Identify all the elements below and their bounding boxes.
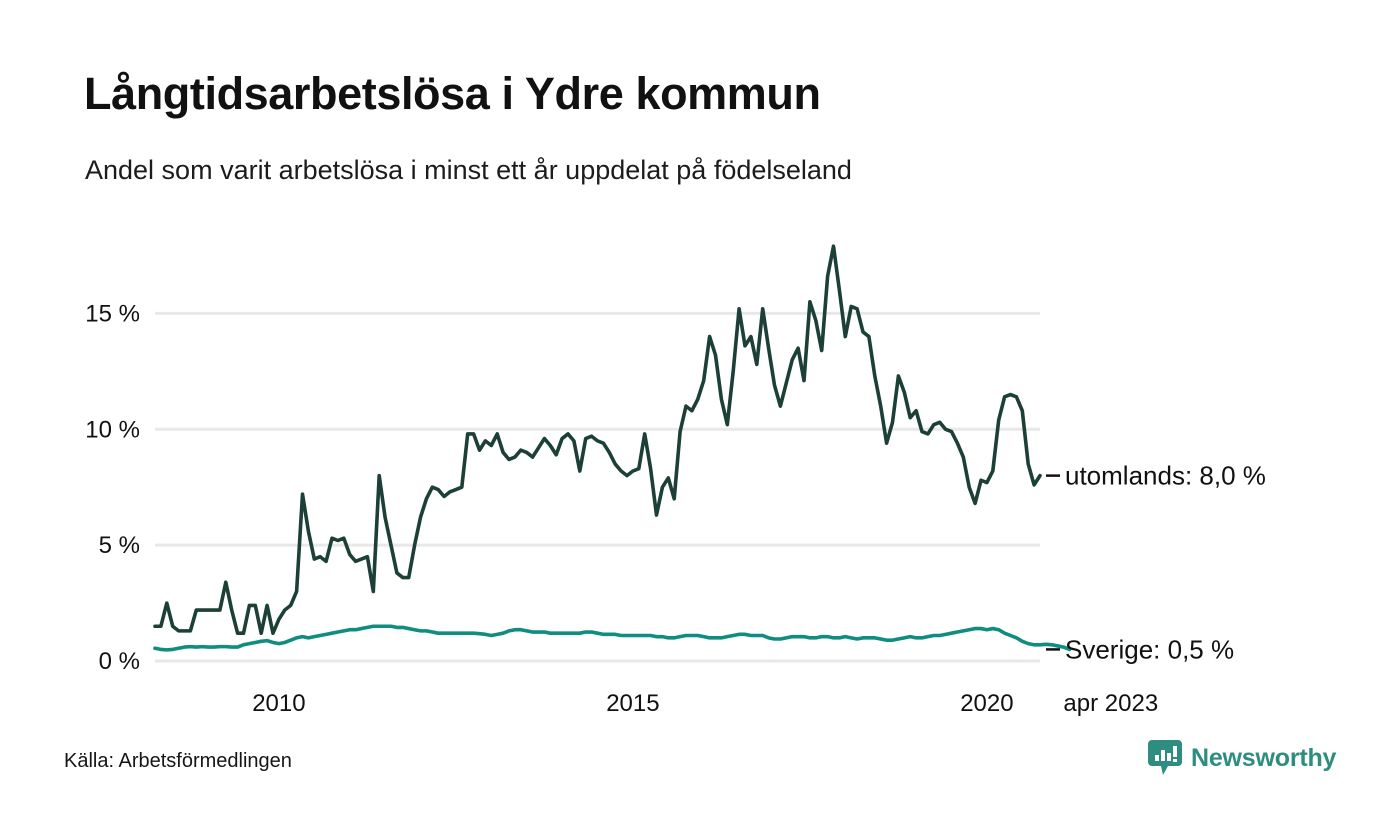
y-tick-label: 5 % (99, 532, 140, 559)
x-tick-label: 2015 (606, 690, 659, 717)
newsworthy-logo-icon (1148, 740, 1182, 775)
y-tick-label: 15 % (85, 300, 140, 327)
newsworthy-logo: Newsworthy (1148, 740, 1336, 776)
series-end-label-sverige: Sverige: 0,5 % (1065, 634, 1234, 664)
x-tick-label: apr 2023 (1063, 690, 1158, 717)
gridlines (155, 311, 1040, 663)
source-note: Källa: Arbetsförmedlingen (64, 750, 292, 772)
x-tick-label: 2010 (252, 690, 305, 717)
series-line-sverige (153, 624, 1072, 652)
y-tick-label: 10 % (85, 416, 140, 443)
series-lines (153, 244, 1072, 652)
series-end-labels: utomlands: 8,0 % Sverige: 0,5 % (1046, 461, 1266, 664)
x-axis-tick-labels: 2010 2015 2020 apr 2023 (252, 690, 1158, 717)
newsworthy-logo-text: Newsworthy (1191, 743, 1337, 772)
x-tick-label: 2020 (960, 690, 1013, 717)
page-title: Långtidsarbetslösa i Ydre kommun (84, 68, 821, 119)
y-axis-tick-labels: 0 % 5 % 10 % 15 % (85, 300, 140, 675)
y-tick-label: 0 % (99, 648, 140, 675)
page-subtitle: Andel som varit arbetslösa i minst ett å… (85, 155, 852, 185)
series-end-label-utomlands: utomlands: 8,0 % (1065, 461, 1266, 491)
series-line-utomlands (153, 244, 1042, 635)
